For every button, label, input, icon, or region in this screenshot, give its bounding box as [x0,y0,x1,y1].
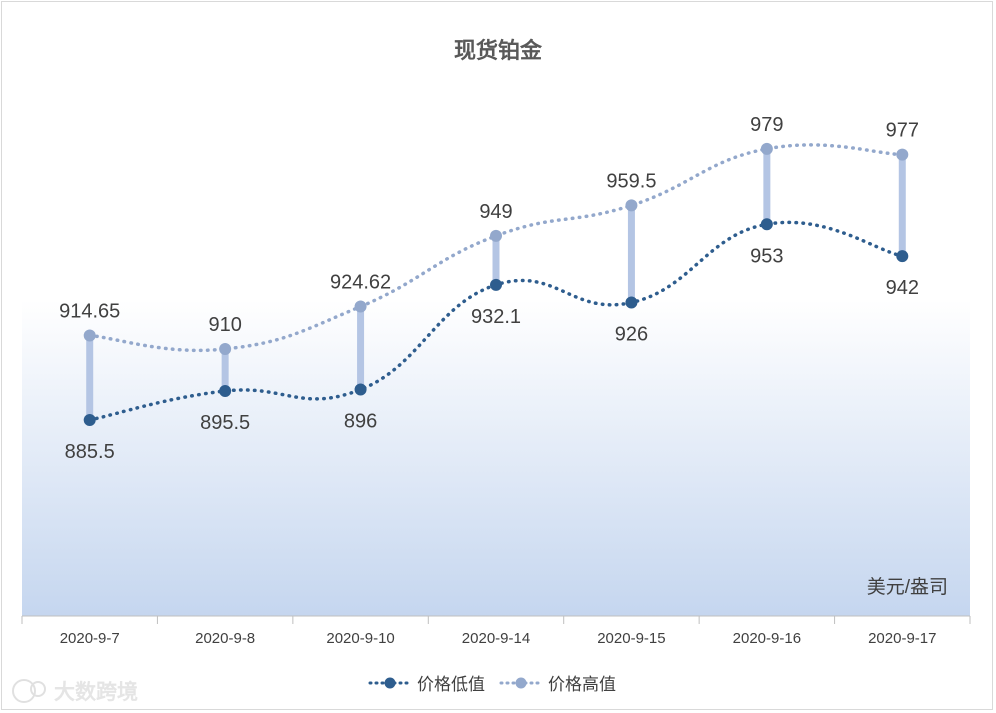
data-label-low-2020-9-10: 896 [344,411,377,433]
marker-low-2020-9-15 [625,296,638,309]
marker-high-2020-9-16 [760,142,773,155]
high-low-bar-2020-9-7 [86,335,94,420]
data-label-high-2020-9-16: 979 [750,114,783,136]
data-label-high-2020-9-8: 910 [208,314,241,336]
plot-area-background [22,300,970,616]
marker-low-2020-9-14 [490,278,502,291]
high-low-bar-2020-9-8 [221,348,229,391]
marker-high-2020-9-14 [490,229,502,242]
watermark-logo-icon-inner [30,681,46,697]
x-tick-label-2020-9-8: 2020-9-8 [195,630,255,647]
data-label-high-2020-9-15: 959.5 [606,170,656,192]
legend-item-low[interactable]: 价格低值 [368,675,485,694]
x-tick-label-2020-9-10: 2020-9-10 [326,630,394,647]
high-low-bar-2020-9-16 [763,148,771,225]
marker-high-2020-9-8 [219,342,232,355]
chart-title: 现货铂金 [454,38,543,63]
data-label-high-2020-9-17: 977 [886,120,919,142]
data-labels: 914.65 910 924.62 949 959.5 979 977 885.5 895.5 8… [59,114,919,463]
x-axis-tick-labels: 2020-9-7 2020-9-8 2020-9-10 2020-9-14 2020-9… [60,630,937,647]
marker-high-2020-9-17 [896,148,909,161]
data-label-high-2020-9-10: 924.62 [330,272,391,294]
x-tick-label-2020-9-15: 2020-9-15 [597,630,665,647]
x-tick-label-2020-9-7: 2020-9-7 [60,630,120,647]
marker-low-2020-9-7 [83,414,96,426]
marker-low-2020-9-8 [219,385,232,397]
data-label-low-2020-9-15: 926 [615,324,648,346]
high-low-bar-2020-9-17 [898,154,906,257]
watermark: 大数跨境 [12,679,138,704]
x-tick-label-2020-9-16: 2020-9-16 [733,630,801,647]
data-label-high-2020-9-14: 949 [479,201,512,223]
high-low-bar-2020-9-10 [357,306,365,390]
data-label-low-2020-9-17: 942 [886,277,919,299]
data-label-high-2020-9-7: 914.65 [59,300,120,322]
x-tick-label-2020-9-17: 2020-9-17 [868,630,936,647]
marker-low-2020-9-16 [760,218,773,231]
legend: 价格低值 价格高值 [368,675,616,694]
high-low-bar-2020-9-15 [627,205,635,303]
data-label-low-2020-9-16: 953 [750,245,783,267]
marker-high-2020-9-15 [625,199,638,212]
high-low-lines [86,148,906,420]
x-axis-ticks [21,616,971,624]
high-low-bar-2020-9-14 [492,235,500,285]
legend-item-high[interactable]: 价格高值 [499,675,616,694]
watermark-logo-icon [12,679,36,703]
watermark-text: 大数跨境 [54,680,138,704]
legend-label-high: 价格高值 [548,675,616,694]
marker-high-2020-9-10 [354,300,367,313]
marker-low-2020-9-17 [896,250,909,263]
data-label-low-2020-9-8: 895.5 [200,412,250,434]
marker-high-2020-9-7 [83,329,96,342]
data-label-low-2020-9-7: 885.5 [65,441,115,463]
legend-marker-high [515,677,527,689]
data-label-low-2020-9-14: 932.1 [471,306,521,328]
x-tick-label-2020-9-14: 2020-9-14 [462,630,530,647]
legend-label-low: 价格低值 [417,675,485,694]
unit-label: 美元/盎司 [867,576,948,598]
marker-low-2020-9-10 [354,383,367,396]
series-markers [83,142,909,426]
legend-marker-low [384,677,396,689]
